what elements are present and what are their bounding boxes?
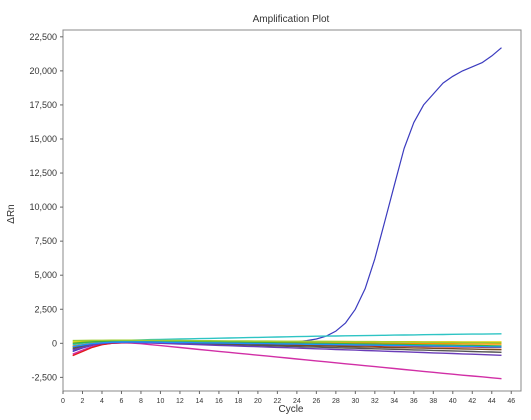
plot-frame xyxy=(62,29,522,392)
x-tick-label: 6 xyxy=(120,398,124,405)
x-tick-label: 26 xyxy=(312,398,320,405)
x-tick-label: 46 xyxy=(507,398,515,405)
x-tick-label: 18 xyxy=(235,398,243,405)
y-tick-label: 15,000 xyxy=(29,134,57,144)
x-tick-label: 44 xyxy=(488,398,496,405)
y-tick-label: 2,500 xyxy=(34,304,57,314)
series-layer xyxy=(72,47,502,380)
x-tick-label: 0 xyxy=(61,398,65,405)
y-tick-label: 0 xyxy=(52,338,57,348)
x-tick-label: 14 xyxy=(196,398,204,405)
x-axis-label: Cycle xyxy=(278,404,303,415)
x-tick-label: 16 xyxy=(215,398,223,405)
x-tick-label: 24 xyxy=(293,398,301,405)
x-tick-label: 36 xyxy=(410,398,418,405)
chart-title: Amplification Plot xyxy=(253,14,330,25)
x-tick-label: 32 xyxy=(371,398,379,405)
x-tick-label: 2 xyxy=(81,398,85,405)
y-axis-label: ΔRn xyxy=(6,204,17,223)
series-line-3 xyxy=(72,342,502,380)
x-tick-label: 30 xyxy=(351,398,359,405)
series-line-10 xyxy=(72,341,502,356)
x-tick-label: 34 xyxy=(390,398,398,405)
x-tick-label: 12 xyxy=(176,398,184,405)
x-tick-label: 22 xyxy=(273,398,281,405)
x-tick-label: 4 xyxy=(100,398,104,405)
x-tick-label: 40 xyxy=(449,398,457,405)
y-tick-label: -2,500 xyxy=(31,372,57,382)
x-tick-label: 8 xyxy=(139,398,143,405)
y-tick-label: 7,500 xyxy=(34,236,57,246)
axis-layer: 0 2 4 6 8 10 12 14 16 18 20 22 24 26 28 30 32 34 36 38 40 42 4… xyxy=(29,29,522,405)
x-tick-label: 10 xyxy=(157,398,165,405)
y-tick-label: 17,500 xyxy=(29,100,57,110)
series-line-12 xyxy=(72,339,502,344)
series-line-11 xyxy=(72,341,502,348)
y-tick-label: 22,500 xyxy=(29,32,57,42)
x-tick-label: 20 xyxy=(254,398,262,405)
y-tick-label: 5,000 xyxy=(34,270,57,280)
x-tick-label: 38 xyxy=(429,398,437,405)
y-tick-label: 20,000 xyxy=(29,66,57,76)
x-tick-label: 28 xyxy=(332,398,340,405)
y-tick-label: 12,500 xyxy=(29,168,57,178)
x-tick-label: 42 xyxy=(468,398,476,405)
y-tick-label: 10,000 xyxy=(29,202,57,212)
